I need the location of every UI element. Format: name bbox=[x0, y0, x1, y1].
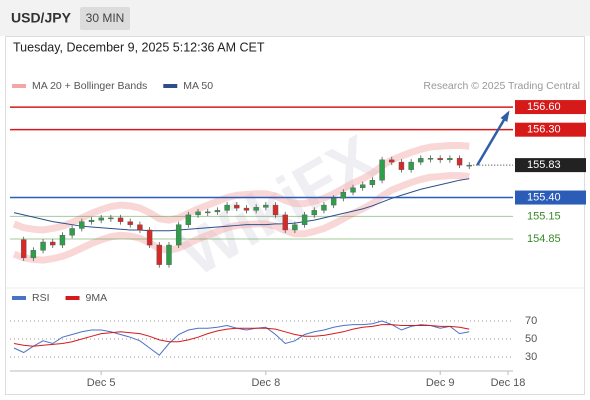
candle-body bbox=[330, 198, 337, 206]
candle-body bbox=[79, 221, 85, 229]
legend-swatch bbox=[65, 296, 80, 300]
candle-body bbox=[427, 158, 434, 160]
candle-body bbox=[360, 184, 366, 188]
candle-body bbox=[175, 224, 182, 246]
candle-body bbox=[137, 224, 143, 231]
forecast-arrow bbox=[476, 112, 510, 166]
candle-body bbox=[263, 204, 269, 208]
price-label: 155.83 bbox=[527, 159, 561, 171]
forecast-arrow-head bbox=[500, 110, 510, 123]
level-label: 156.30 bbox=[527, 124, 561, 136]
candle-body bbox=[272, 204, 279, 216]
y-tick-label: 30 bbox=[525, 351, 537, 363]
candle-body bbox=[389, 159, 395, 163]
candle-body bbox=[59, 235, 66, 246]
candle-body bbox=[185, 214, 192, 225]
candle-body bbox=[243, 207, 250, 211]
legend-swatch bbox=[12, 296, 26, 300]
candle-body bbox=[30, 250, 37, 259]
level-label-box bbox=[515, 190, 586, 205]
candle-body bbox=[437, 158, 443, 161]
level-label-box bbox=[515, 122, 586, 137]
candle-body bbox=[69, 228, 75, 236]
x-tick-label: Dec 18 bbox=[491, 377, 526, 389]
candle-body bbox=[418, 158, 424, 163]
legend-swatch bbox=[163, 84, 178, 88]
candle-body bbox=[282, 214, 288, 231]
candle-body bbox=[166, 244, 172, 265]
y-tick-label: 50 bbox=[525, 333, 537, 345]
candle-body bbox=[398, 161, 405, 170]
candle-body bbox=[301, 214, 308, 225]
candle-body bbox=[224, 204, 230, 211]
timeframe: 30 MIN bbox=[86, 11, 125, 25]
bollinger-band bbox=[12, 142, 470, 234]
candle-body bbox=[117, 217, 124, 222]
timeframe-badge bbox=[80, 7, 130, 30]
candle-body bbox=[20, 239, 27, 259]
candle-body bbox=[408, 161, 414, 170]
candle-body bbox=[379, 159, 385, 181]
candle-body bbox=[340, 192, 347, 199]
symbol: USD/JPY bbox=[11, 10, 72, 26]
y-tick-label: 70 bbox=[525, 315, 537, 327]
frame bbox=[5, 36, 585, 395]
level-label: 155.40 bbox=[527, 191, 561, 203]
candle-body bbox=[156, 244, 162, 265]
x-tick-label: Dec 9 bbox=[426, 377, 455, 389]
legend-label: MA 20 + Bollinger Bands bbox=[32, 80, 147, 92]
candle-body bbox=[350, 187, 356, 193]
candle-body bbox=[50, 241, 56, 246]
candle-body bbox=[195, 211, 201, 216]
x-tick-label: Dec 8 bbox=[251, 377, 280, 389]
legend-label: MA 50 bbox=[183, 80, 213, 92]
price-label-box bbox=[515, 158, 586, 173]
level-label: 156.60 bbox=[527, 101, 561, 113]
x-tick-label: Dec 5 bbox=[87, 377, 116, 389]
source: Research © 2025 Trading Central bbox=[423, 80, 580, 92]
rsi-line bbox=[13, 320, 470, 356]
candle-body bbox=[98, 217, 104, 221]
timestamp: Tuesday, December 9, 2025 5:12:36 AM CET bbox=[13, 40, 265, 54]
candle-body bbox=[88, 219, 95, 222]
candle-body bbox=[146, 229, 153, 246]
level-label-box bbox=[515, 100, 586, 115]
ma50-line bbox=[13, 178, 470, 232]
legend-label: 9MA bbox=[86, 292, 108, 304]
candle-body bbox=[205, 211, 211, 214]
level-label: 155.15 bbox=[527, 210, 561, 222]
candle-body bbox=[253, 207, 259, 211]
candle-body bbox=[369, 179, 376, 185]
candle-body bbox=[447, 158, 453, 161]
legend-swatch bbox=[12, 84, 26, 88]
candle-body bbox=[456, 158, 463, 166]
legend-label: RSI bbox=[32, 292, 50, 304]
candle-body bbox=[214, 210, 221, 213]
candle-body bbox=[234, 204, 240, 209]
candle-body bbox=[466, 164, 472, 167]
candle-body bbox=[127, 221, 133, 225]
candle-body bbox=[311, 210, 317, 216]
candle-body bbox=[40, 241, 46, 251]
candle-body bbox=[108, 217, 114, 220]
level-label: 154.85 bbox=[527, 233, 561, 245]
rsi-line bbox=[13, 324, 470, 347]
candle-body bbox=[321, 204, 327, 211]
candle-body bbox=[292, 224, 298, 231]
